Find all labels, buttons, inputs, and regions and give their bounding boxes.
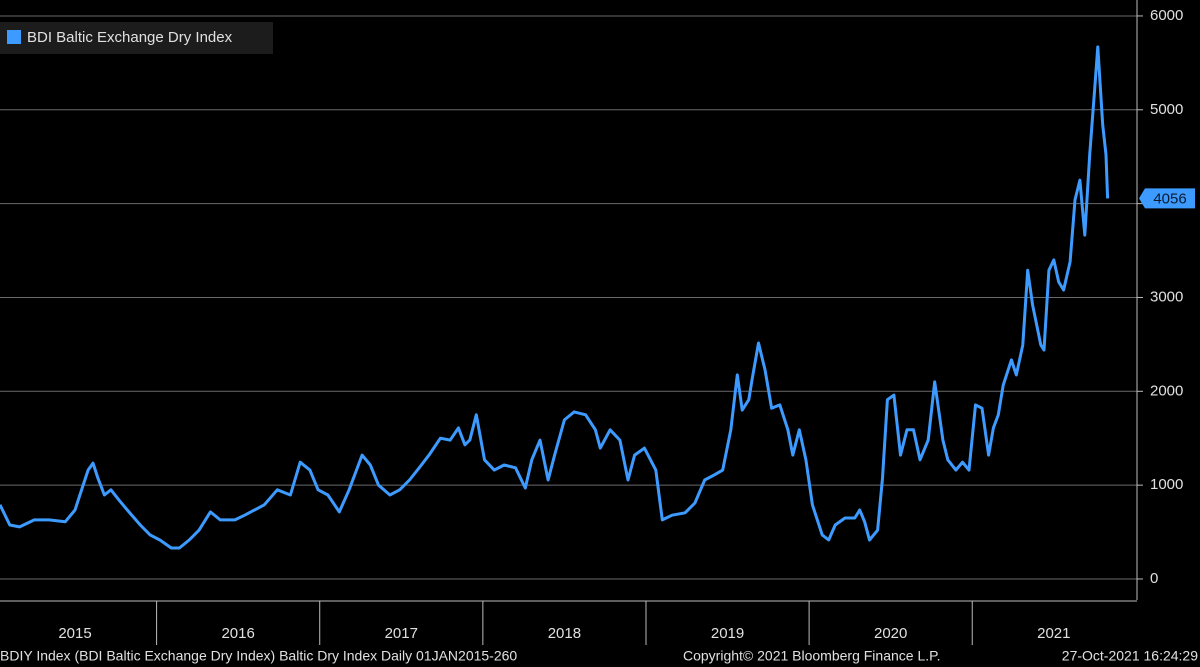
legend-swatch: [7, 30, 21, 44]
legend-box: [0, 22, 273, 54]
x-tick-label: 2017: [385, 625, 418, 642]
x-tick-label: 2018: [548, 625, 581, 642]
x-tick-label: 2021: [1037, 625, 1070, 642]
legend-label: BDI Baltic Exchange Dry Index: [27, 29, 233, 46]
last-value-box: [1139, 188, 1195, 209]
last-value-label: 4056: [1153, 190, 1186, 207]
y-tick-label: 2000: [1150, 382, 1183, 399]
y-tick-label: 0: [1150, 570, 1158, 587]
y-tick-label: 6000: [1150, 7, 1183, 24]
x-tick-label: 2016: [221, 625, 254, 642]
x-tick-label: 2019: [711, 625, 744, 642]
x-tick-label: 2020: [874, 625, 907, 642]
footer-timestamp: 27-Oct-2021 16:24:29: [1062, 648, 1198, 664]
series-line: [0, 45, 1110, 550]
y-tick-label: 5000: [1150, 101, 1183, 118]
footer-copyright: Copyright© 2021 Bloomberg Finance L.P.: [683, 648, 941, 664]
x-tick-label: 2015: [58, 625, 91, 642]
y-tick-label: 1000: [1150, 476, 1183, 493]
y-tick-label: 3000: [1150, 288, 1183, 305]
footer-source: BDIY Index (BDI Baltic Exchange Dry Inde…: [0, 648, 517, 664]
